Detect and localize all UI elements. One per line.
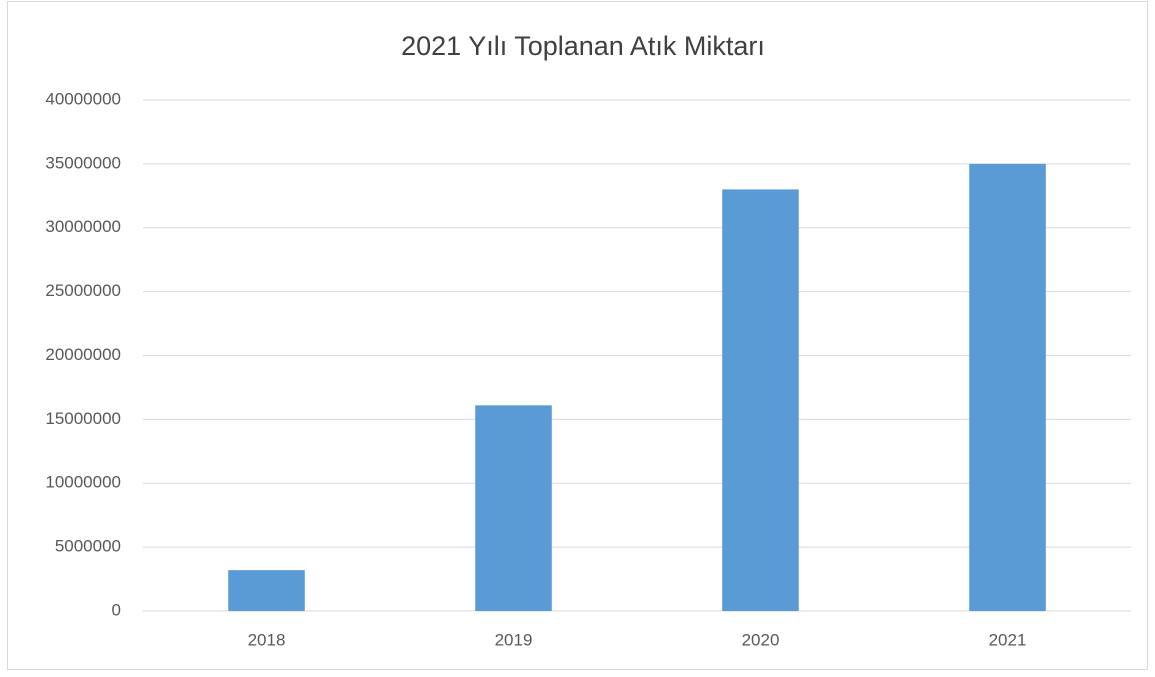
y-tick-label: 35000000 (45, 153, 121, 172)
y-tick-label: 5000000 (55, 537, 121, 556)
x-tick-label: 2021 (989, 630, 1027, 649)
bar (228, 570, 305, 611)
x-tick-label: 2019 (495, 630, 533, 649)
bar (722, 189, 799, 612)
bar (475, 405, 552, 611)
bar (969, 163, 1046, 611)
y-tick-label: 40000000 (45, 89, 121, 108)
y-tick-label: 0 (112, 600, 121, 619)
x-tick-label: 2018 (248, 630, 286, 649)
y-tick-label: 30000000 (45, 217, 121, 236)
y-tick-label: 25000000 (45, 281, 121, 300)
chart-title: 2021 Yılı Toplanan Atık Miktarı (401, 31, 765, 61)
y-tick-label: 20000000 (45, 345, 121, 364)
x-tick-label: 2020 (742, 630, 780, 649)
y-tick-label: 10000000 (45, 473, 121, 492)
chart-border (7, 1, 1148, 670)
y-tick-label: 15000000 (45, 409, 121, 428)
